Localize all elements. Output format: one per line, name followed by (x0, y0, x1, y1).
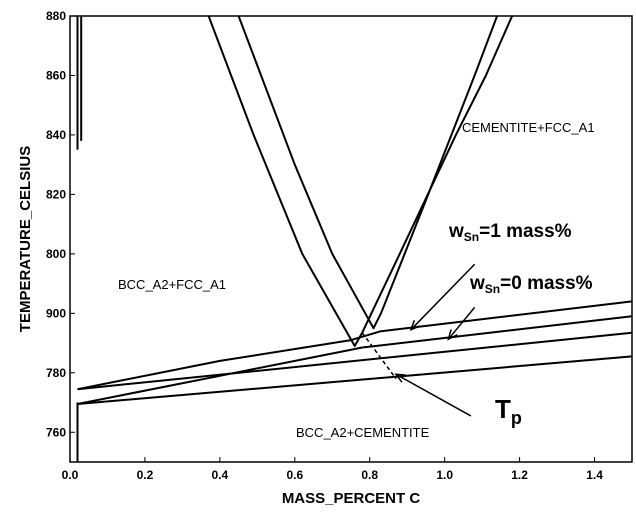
x-tick-label-1: 0.2 (137, 468, 154, 482)
series-line-upper-0-10 (362, 315, 633, 349)
annotation-tp-sub: p (511, 408, 522, 428)
y-tick-label-0: 760 (46, 425, 66, 439)
plot-frame (69, 15, 633, 463)
region-label-cementite-fcc: CEMENTITE+FCC_A1 (462, 120, 595, 135)
annotation-wsn0: wSn=0 mass% (469, 273, 593, 296)
y-tick-label-7: 880 (46, 9, 66, 23)
series-line-a3-0-6 (77, 346, 363, 405)
annotation-wsn1-tail: =1 mass% (479, 221, 572, 242)
annotation-tp: Tp (495, 394, 522, 428)
series-line-acm-2-4 (237, 15, 499, 330)
x-tick-label-3: 0.6 (286, 468, 303, 482)
y-tick-label-6: 860 (46, 68, 66, 82)
annotation-wsn1-w: w (448, 221, 464, 242)
arrow-tp-line (395, 373, 472, 417)
arrow-wsn1-head (409, 320, 421, 332)
y-tick-label-4: 820 (46, 187, 66, 201)
x-tick-label-2: 0.4 (212, 468, 229, 482)
x-tick-label-6: 1.2 (511, 468, 528, 482)
series-line-a3-1-5 (77, 330, 382, 391)
y-tick-label-2: 900 (46, 306, 66, 320)
series-line-acm-1-3 (207, 15, 514, 347)
annotation-tp-t: T (495, 394, 511, 424)
annotation-wsn1: wSn=1 mass% (448, 221, 572, 244)
region-label-bcc-cementite: BCC_A2+CEMENTITE (296, 425, 430, 440)
series-line-tp-dash-11 (361, 332, 397, 380)
x-tick-label-0: 0.0 (62, 468, 79, 482)
x-tick-label-5: 1.0 (436, 468, 453, 482)
arrow-wsn1-line (410, 263, 476, 331)
series-layer (76, 15, 633, 462)
region-label-bcc-fcc: BCC_A2+FCC_A1 (118, 277, 226, 292)
annotation-wsn0-tail: =0 mass% (500, 273, 593, 294)
arrow-wsn0-head (447, 329, 458, 341)
arrow-wsn0-line (447, 306, 476, 340)
annotation-wsn0-sub: Sn (485, 282, 500, 296)
x-tick-label-4: 0.8 (361, 468, 378, 482)
y-tick-label-3: 800 (46, 247, 66, 261)
arrow-layer (394, 263, 476, 417)
y-axis-title: TEMPERATURE_CELSIUS (17, 146, 34, 332)
series-line-eutectoid-1-7 (77, 331, 633, 391)
y-tick-label-1: 780 (46, 366, 66, 380)
x-axis-title: MASS_PERCENT C (282, 490, 421, 507)
series-line-upper-1-9 (380, 300, 633, 333)
x-ticks: 0.0 0.2 0.4 0.6 0.8 1.0 1.2 1.4 (62, 457, 603, 482)
y-tick-label-5: 840 (46, 128, 66, 142)
annotation-wsn0-w: w (469, 273, 485, 294)
annotation-wsn1-sub: Sn (464, 230, 479, 244)
y-ticks: 760 780 900 800 820 840 860 880 (46, 9, 75, 439)
x-tick-label-7: 1.4 (586, 468, 603, 482)
series-line-eutectoid-0-8 (77, 355, 633, 405)
arrow-tp-head (394, 373, 406, 383)
